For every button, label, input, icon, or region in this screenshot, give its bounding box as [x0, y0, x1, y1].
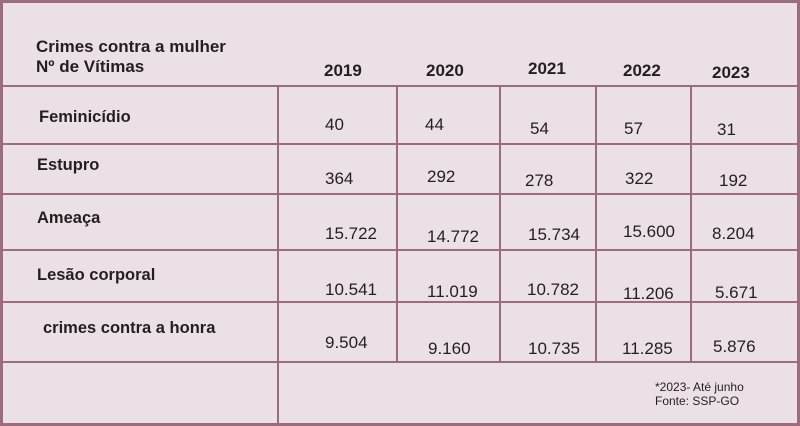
cell-value: 54: [530, 119, 549, 138]
year-header-2021: 2021: [528, 59, 566, 78]
row-divider: [3, 249, 797, 251]
cell-value: 5.876: [713, 337, 756, 356]
column-divider: [499, 85, 501, 361]
row-divider: [3, 85, 797, 87]
row-divider: [3, 361, 797, 363]
row-label: Feminicídio: [39, 108, 131, 126]
cell-value: 57: [624, 119, 643, 138]
cell-value: 5.671: [715, 283, 758, 302]
cell-value: 44: [425, 115, 444, 134]
table-subtitle: Nº de Vítimas: [36, 57, 145, 76]
cell-value: 11.285: [622, 339, 673, 358]
row-divider: [3, 143, 797, 145]
cell-value: 40: [325, 115, 344, 134]
row-divider: [3, 301, 797, 303]
cell-value: 31: [717, 120, 736, 139]
cell-value: 15.734: [528, 225, 580, 244]
cell-value: 10.735: [528, 339, 580, 358]
source-note: Fonte: SSP-GO: [655, 394, 740, 408]
cell-value: 11.019: [427, 282, 478, 301]
year-header-2022: 2022: [623, 61, 661, 80]
cell-value: 8.204: [712, 224, 755, 243]
cell-value: 322: [625, 169, 654, 188]
cell-value: 192: [719, 171, 748, 190]
footnote: *2023- Até junho: [655, 380, 744, 394]
row-label: Lesão corporal: [37, 266, 156, 284]
cell-value: 14.772: [427, 227, 479, 246]
column-divider: [396, 85, 398, 361]
column-divider: [595, 85, 597, 361]
cell-value: 278: [525, 171, 554, 190]
table-title: Crimes contra a mulher: [36, 37, 226, 56]
year-header-2019: 2019: [324, 61, 362, 80]
year-header-2020: 2020: [426, 61, 464, 80]
cell-value: 11.206: [623, 284, 674, 303]
cell-value: 364: [325, 169, 354, 188]
cell-value: 15.600: [623, 222, 675, 241]
column-divider: [277, 85, 279, 426]
row-label: Estupro: [37, 156, 100, 174]
row-label: Ameaça: [37, 209, 101, 227]
cell-value: 9.160: [428, 339, 471, 358]
cell-value: 292: [427, 167, 456, 186]
cell-value: 9.504: [325, 333, 368, 352]
column-divider: [690, 85, 692, 361]
row-label: crimes contra a honra: [43, 319, 216, 337]
cell-value: 15.722: [325, 224, 377, 243]
year-header-2023: 2023: [712, 63, 750, 82]
row-divider: [3, 193, 797, 195]
cell-value: 10.782: [527, 280, 579, 299]
cell-value: 10.541: [325, 280, 377, 299]
